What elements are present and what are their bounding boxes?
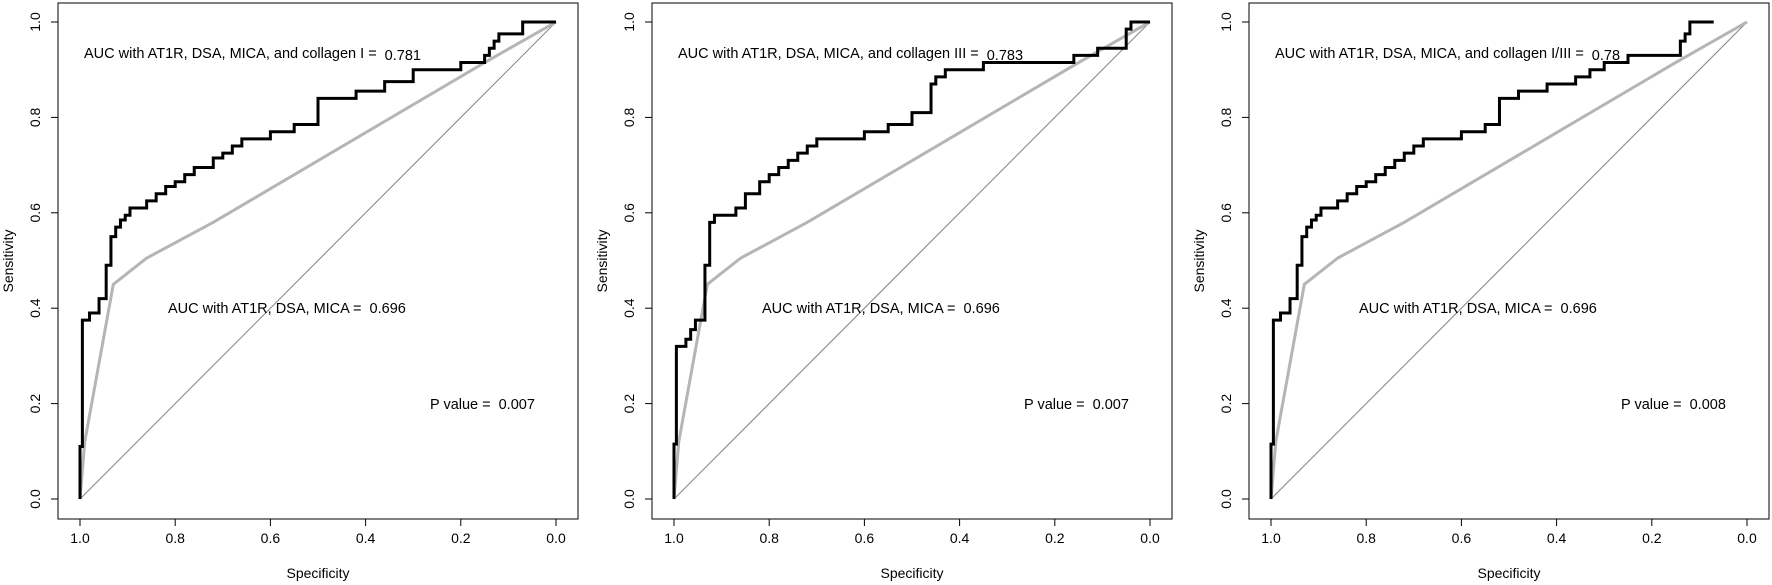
combined-auc-label: AUC with AT1R, DSA, MICA, and collagen I…: [1275, 46, 1584, 62]
x-axis-label: Specificity: [1477, 565, 1540, 581]
y-tick-label: 0.6: [1218, 203, 1234, 223]
y-axis-label: Sensitivity: [0, 229, 16, 292]
roc-panel-1: 1.0 0.8 0.6 0.4 0.2 0.0Specificity0.00.20.40.…: [0, 2, 579, 581]
base-auc-label: AUC with AT1R, DSA, MICA =: [1359, 301, 1553, 317]
y-axis-label: Sensitivity: [1191, 229, 1207, 292]
roc-panel-3: 1.0 0.8 0.6 0.4 0.2 0.0Specificity0.00.20.40.…: [1191, 2, 1770, 581]
roc-curve-base: [1269, 20, 1748, 500]
y-tick-label: 1.0: [27, 12, 43, 32]
base-auc-label: AUC with AT1R, DSA, MICA =: [168, 301, 362, 317]
y-tick-label: 1.0: [1218, 12, 1234, 32]
x-tick-label: 0.8: [165, 530, 185, 546]
annotations: AUC with AT1R, DSA, MICA, and collagen I…: [1275, 46, 1726, 413]
x-tick-label: 0.8: [759, 530, 779, 546]
p-value-label: P value =: [1024, 397, 1085, 413]
x-axis: 1.0 0.8 0.6 0.4 0.2 0.0: [664, 519, 1160, 546]
x-tick-label: 1.0: [70, 530, 90, 546]
base-auc-value: 0.696: [370, 301, 406, 317]
x-tick-label: 0.6: [1452, 530, 1472, 546]
roc-curve-combined: [1269, 20, 1714, 499]
combined-auc-value: 0.781: [385, 48, 421, 64]
p-value-label: P value =: [430, 397, 491, 413]
combined-auc-label: AUC with AT1R, DSA, MICA, and collagen I…: [84, 46, 377, 62]
combined-auc-value: 0.78: [1592, 48, 1620, 64]
p-value: 0.007: [499, 397, 535, 413]
x-axis: 1.0 0.8 0.6 0.4 0.2 0.0: [70, 519, 566, 546]
annotations: AUC with AT1R, DSA, MICA, and collagen I…: [84, 46, 535, 413]
x-axis-label: Specificity: [880, 565, 943, 581]
roc-curve-combined: [78, 20, 556, 499]
y-axis: 0.0 0.2 0.4 0.6 0.8 1.0: [621, 12, 652, 509]
roc-panel-2: 1.0 0.8 0.6 0.4 0.2 0.0Specificity0.00.20.40.…: [594, 2, 1173, 581]
x-axis-label: Specificity: [286, 565, 349, 581]
reference-diagonal-line: [79, 21, 557, 500]
y-tick-label: 0.0: [1218, 489, 1234, 509]
annotations: AUC with AT1R, DSA, MICA, and collagen I…: [678, 46, 1129, 413]
y-axis: 0.0 0.2 0.4 0.6 0.8 1.0: [1218, 12, 1249, 509]
y-tick-label: 0.8: [1218, 107, 1234, 127]
y-axis: 0.0 0.2 0.4 0.6 0.8 1.0: [27, 12, 58, 509]
x-tick-label: 0.0: [1737, 530, 1757, 546]
plot-frame: [651, 2, 1173, 520]
x-tick-label: 0.2: [1642, 530, 1662, 546]
base-auc-label: AUC with AT1R, DSA, MICA =: [762, 301, 956, 317]
y-tick-label: 0.4: [1218, 298, 1234, 318]
y-tick-label: 1.0: [621, 12, 637, 32]
p-value: 0.007: [1093, 397, 1129, 413]
x-tick-label: 1.0: [664, 530, 684, 546]
y-tick-label: 0.2: [621, 394, 637, 414]
reference-diagonal-line: [1270, 21, 1748, 500]
x-tick-label: 0.2: [451, 530, 471, 546]
combined-auc-value: 0.783: [987, 48, 1023, 64]
x-tick-label: 0.8: [1356, 530, 1376, 546]
base-auc-value: 0.696: [1561, 301, 1597, 317]
x-tick-label: 0.4: [356, 530, 376, 546]
y-tick-label: 0.0: [27, 489, 43, 509]
reference-diagonal-line: [673, 21, 1151, 500]
x-tick-label: 0.0: [546, 530, 566, 546]
x-tick-label: 0.6: [261, 530, 281, 546]
y-tick-label: 0.4: [27, 298, 43, 318]
x-axis: 1.0 0.8 0.6 0.4 0.2 0.0: [1261, 519, 1757, 546]
x-tick-label: 0.0: [1140, 530, 1160, 546]
combined-auc-label: AUC with AT1R, DSA, MICA, and collagen I…: [678, 46, 979, 62]
roc-curve-base: [672, 20, 1151, 500]
x-tick-label: 0.4: [1547, 530, 1567, 546]
plot-frame: [1248, 2, 1770, 520]
roc-curve-combined: [672, 20, 1150, 499]
x-tick-label: 0.4: [950, 530, 970, 546]
y-tick-label: 0.4: [621, 298, 637, 318]
base-auc-value: 0.696: [964, 301, 1000, 317]
y-tick-label: 0.2: [27, 394, 43, 414]
y-tick-label: 0.8: [621, 107, 637, 127]
plot-frame: [57, 2, 579, 520]
y-tick-label: 0.6: [27, 203, 43, 223]
y-tick-label: 0.6: [621, 203, 637, 223]
y-tick-label: 0.2: [1218, 394, 1234, 414]
p-value-label: P value =: [1621, 397, 1682, 413]
x-tick-label: 1.0: [1261, 530, 1281, 546]
x-tick-label: 0.6: [855, 530, 875, 546]
x-tick-label: 0.2: [1045, 530, 1065, 546]
y-axis-label: Sensitivity: [594, 229, 610, 292]
p-value: 0.008: [1690, 397, 1726, 413]
y-tick-label: 0.8: [27, 107, 43, 127]
y-tick-label: 0.0: [621, 489, 637, 509]
